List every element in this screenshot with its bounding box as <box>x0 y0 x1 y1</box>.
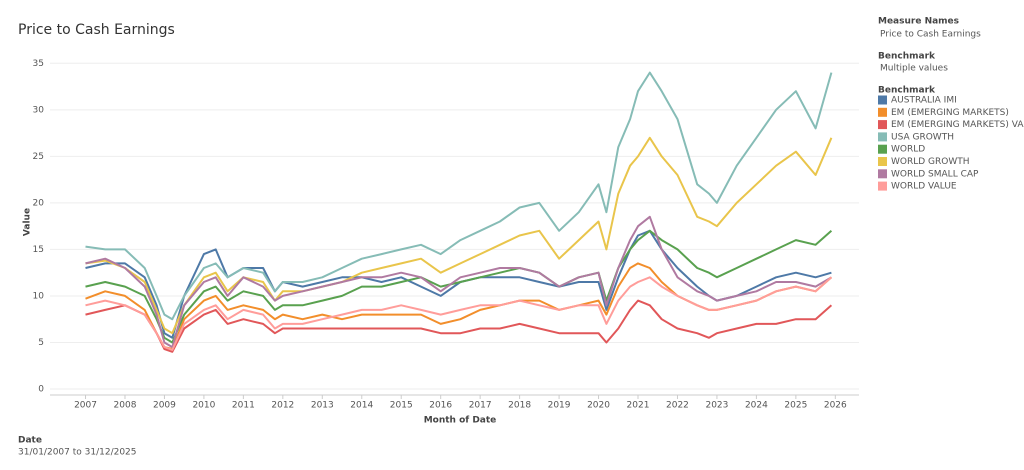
x-tick-label: 2015 <box>390 401 413 411</box>
x-tick-label: 2012 <box>271 401 294 411</box>
x-tick-label: 2024 <box>745 401 768 411</box>
y-tick-label: 35 <box>33 59 44 69</box>
legend-label[interactable]: WORLD GROWTH <box>891 157 970 167</box>
y-tick-label: 10 <box>33 291 45 301</box>
series-line <box>85 136 833 335</box>
y-tick-label: 5 <box>38 338 44 348</box>
y-tick-label: 0 <box>38 385 44 395</box>
legend-label[interactable]: WORLD VALUE <box>891 182 957 192</box>
x-tick-label: 2026 <box>824 401 847 411</box>
legend-section-title: Measure Names <box>878 17 959 27</box>
x-tick-label: 2019 <box>548 401 571 411</box>
series-line <box>85 276 833 351</box>
y-tick-label: 25 <box>33 152 44 162</box>
legend-section-value: Price to Cash Earnings <box>880 30 981 40</box>
x-tick-label: 2014 <box>350 401 373 411</box>
legend-label[interactable]: EM (EMERGING MARKETS) VALUE <box>891 120 1024 130</box>
series-line <box>85 299 833 353</box>
legend-section-title: Benchmark <box>878 52 936 62</box>
legend-label[interactable]: AUSTRALIA IMI <box>891 96 957 106</box>
legend-label[interactable]: EM (EMERGING MARKETS) <box>891 108 1009 118</box>
legend-swatch[interactable] <box>878 132 887 142</box>
x-tick-label: 2013 <box>311 401 334 411</box>
x-tick-label: 2011 <box>232 401 255 411</box>
legend-label[interactable]: WORLD <box>891 145 925 155</box>
series-line <box>85 71 833 321</box>
x-tick-label: 2009 <box>153 401 176 411</box>
legend-swatch[interactable] <box>878 169 887 179</box>
chart-title: Price to Cash Earnings <box>18 22 175 38</box>
series-line <box>85 215 832 349</box>
legend-label[interactable]: WORLD SMALL CAP <box>891 169 979 179</box>
legend-title: Benchmark <box>878 86 936 96</box>
x-tick-label: 2021 <box>627 401 650 411</box>
y-tick-label: 20 <box>33 198 45 208</box>
x-axis-title: Month of Date <box>424 416 497 426</box>
series-line <box>85 229 832 339</box>
x-tick-label: 2007 <box>74 401 97 411</box>
x-tick-label: 2020 <box>587 401 610 411</box>
filter-title: Date <box>18 436 42 446</box>
series-line <box>85 229 833 344</box>
x-tick-label: 2018 <box>508 401 531 411</box>
x-tick-label: 2016 <box>429 401 452 411</box>
x-tick-label: 2025 <box>784 401 807 411</box>
legend-swatch[interactable] <box>878 107 887 117</box>
filter-value: 31/01/2007 to 31/12/2025 <box>18 448 137 458</box>
y-tick-label: 15 <box>33 245 44 255</box>
x-tick-label: 2008 <box>114 401 137 411</box>
legend-swatch[interactable] <box>878 181 887 191</box>
legend-swatch[interactable] <box>878 157 887 166</box>
legend-label[interactable]: USA GROWTH <box>891 132 954 142</box>
legend-swatch[interactable] <box>878 95 887 105</box>
x-tick-label: 2023 <box>705 401 728 411</box>
legend-swatch[interactable] <box>878 144 887 154</box>
legend-swatch[interactable] <box>878 120 887 130</box>
x-tick-label: 2022 <box>666 401 689 411</box>
y-tick-label: 30 <box>33 105 45 115</box>
y-axis-title: Value <box>23 208 33 236</box>
legend-section-value: Multiple values <box>880 64 948 74</box>
x-tick-label: 2010 <box>192 401 215 411</box>
x-tick-label: 2017 <box>469 401 492 411</box>
